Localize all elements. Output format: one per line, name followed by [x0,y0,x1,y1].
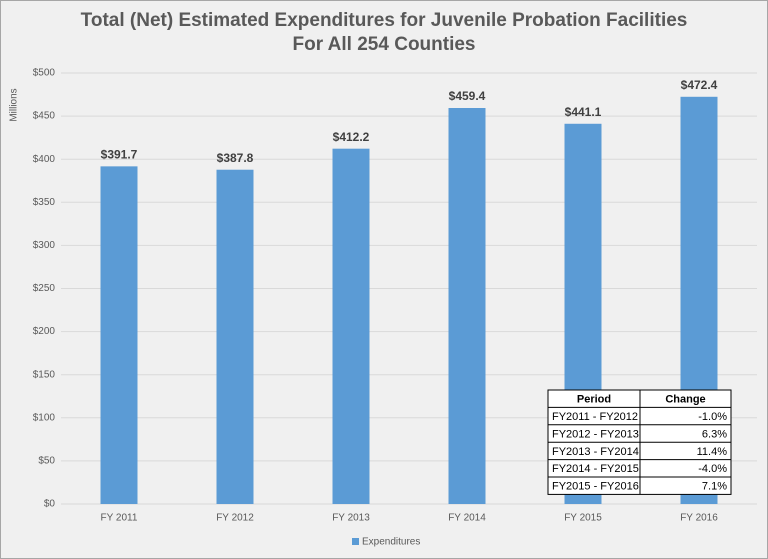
y-tick-label: $250 [33,283,56,294]
value-label: $472.4 [681,78,718,92]
chart-subtitle: For All 254 Counties [293,34,476,55]
table-change: 6.3% [702,428,727,440]
y-tick-label: $500 [33,68,56,79]
value-label: $412.2 [333,130,370,144]
legend-label: Expenditures [362,537,420,548]
y-tick-label: $400 [33,154,56,165]
table-period: FY2015 - FY2016 [552,481,639,493]
bar [332,148,370,504]
y-tick-label: $300 [33,240,56,251]
y-tick-label: $50 [38,456,55,467]
x-tick-label: FY 2014 [448,513,486,524]
y-tick-label: $450 [33,111,56,122]
x-tick-label: FY 2011 [101,513,138,524]
table-change: 11.4% [697,446,728,458]
table-period: FY2014 - FY2015 [552,463,639,475]
value-label: $391.7 [101,148,138,162]
table-change: -4.0% [698,463,727,475]
x-tick-label: FY 2013 [332,513,370,524]
table-period: FY2011 - FY2012 [552,411,638,423]
y-tick-label: $200 [33,326,56,337]
value-label: $441.1 [565,105,602,119]
value-label: $459.4 [449,89,486,103]
y-axis-label: Millions [9,88,20,121]
table-header: Period [577,394,611,406]
value-label: $387.8 [217,151,254,165]
y-tick-label: $350 [33,197,56,208]
table-change: 7.1% [702,481,727,493]
bar [216,169,254,504]
table-period: FY2012 - FY2013 [552,428,639,440]
chart-title: Total (Net) Estimated Expenditures for J… [81,10,688,31]
table-period: FY2013 - FY2014 [552,446,639,458]
x-tick-label: FY 2016 [680,513,718,524]
y-tick-label: $100 [33,412,56,423]
table-change: -1.0% [698,411,727,423]
y-tick-label: $0 [44,499,56,510]
bar [100,166,138,504]
x-tick-label: FY 2015 [564,513,602,524]
legend-swatch [352,538,359,545]
y-tick-label: $150 [33,369,56,380]
bar [448,107,486,505]
x-tick-label: FY 2012 [216,513,254,524]
table-header: Change [665,394,705,406]
